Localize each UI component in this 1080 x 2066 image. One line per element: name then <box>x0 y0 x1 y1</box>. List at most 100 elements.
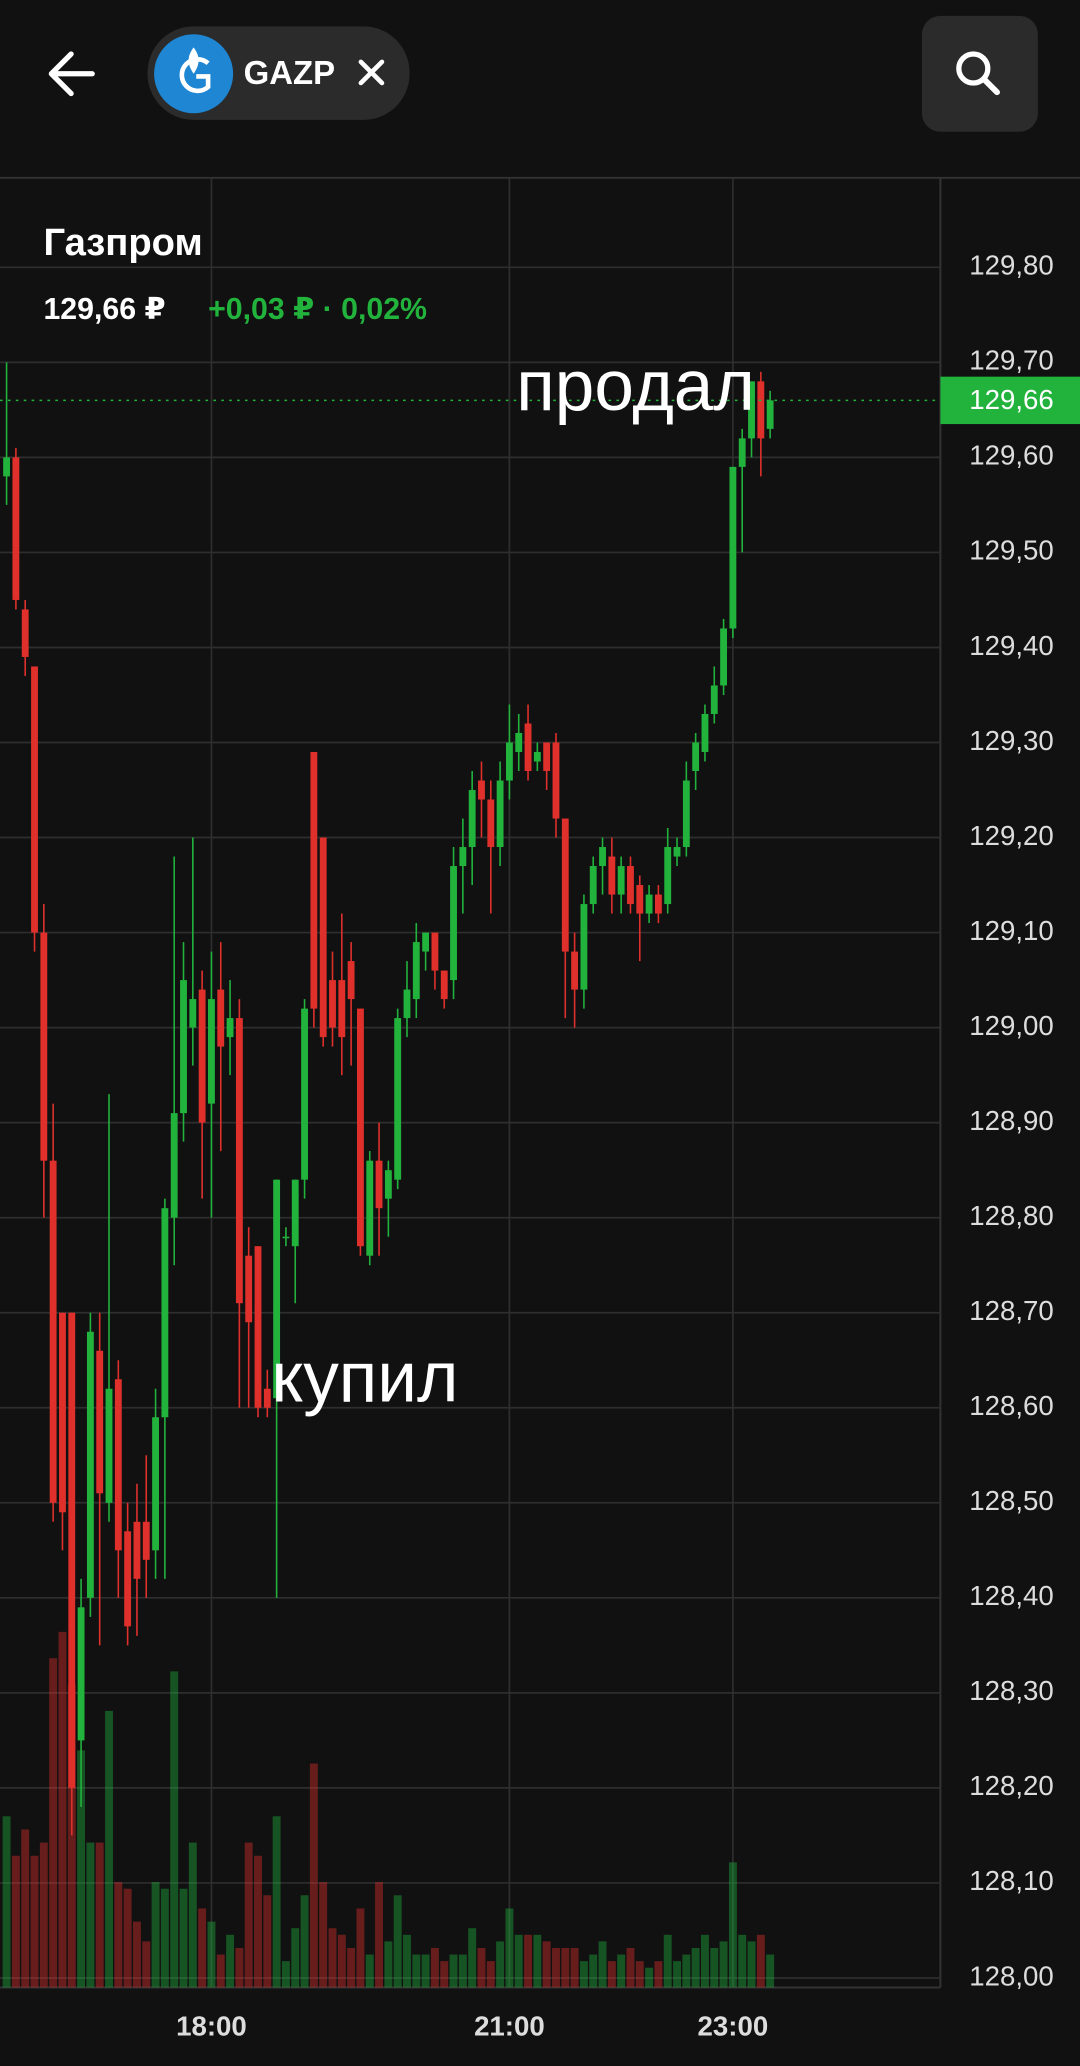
candle-body <box>608 856 616 895</box>
volume-bar <box>589 1954 598 1988</box>
volume-bar <box>673 1961 681 1988</box>
candle-body <box>96 1350 104 1494</box>
candle-body <box>748 381 755 439</box>
candle-body <box>412 942 420 1000</box>
volume-bar <box>244 1842 253 1988</box>
volume-bar <box>365 1954 374 1988</box>
volume-bar <box>216 1954 225 1988</box>
current-price-label: 129,66 <box>969 384 1054 415</box>
volume-bar <box>468 1928 477 1988</box>
candle-body <box>114 1379 122 1551</box>
volume-bar <box>403 1934 411 1988</box>
candle-body <box>152 1417 159 1551</box>
y-tick-label: 129,50 <box>969 535 1054 566</box>
price: 129,66 ₽ <box>43 293 165 326</box>
search-handle <box>980 76 1000 96</box>
volume-bar <box>430 1947 439 1988</box>
volume-bar <box>337 1934 346 1988</box>
volume-bar <box>328 1928 337 1988</box>
candle-body <box>189 999 197 1028</box>
volume-bar <box>552 1947 560 1988</box>
y-tick-label: 129,00 <box>969 1010 1054 1041</box>
volume-bar <box>281 1961 290 1988</box>
candle-body <box>142 1521 150 1560</box>
volume-bar <box>49 1658 58 1988</box>
back-button[interactable] <box>48 51 95 97</box>
y-tick-label: 128,10 <box>969 1865 1054 1896</box>
volume-bar <box>458 1954 467 1988</box>
volume-bar <box>207 1921 216 1988</box>
candle-body <box>68 1312 76 1788</box>
candle-body <box>524 723 532 772</box>
y-tick-label: 129,20 <box>969 820 1054 851</box>
volume-bar <box>701 1934 709 1988</box>
candle-body <box>105 1388 113 1503</box>
y-tick-label: 129,40 <box>969 630 1054 661</box>
price-change: +0,03 ₽ · 0,02% <box>208 293 427 326</box>
candle-body <box>161 1208 169 1418</box>
candle-body <box>282 1236 290 1239</box>
candle-body <box>357 1008 364 1247</box>
candle-body <box>580 904 588 990</box>
candle-body <box>170 1113 178 1218</box>
volume-bar <box>384 1941 393 1988</box>
volume-bar <box>254 1855 262 1988</box>
volume-bar <box>542 1941 551 1988</box>
volume-bar <box>728 1862 737 1988</box>
candle-body <box>310 751 318 1009</box>
candle-body <box>757 381 765 439</box>
candle-body <box>77 1607 85 1741</box>
candle-body <box>347 961 355 1000</box>
candle-body <box>505 742 513 781</box>
search-button[interactable] <box>921 15 1038 132</box>
candle-body <box>487 799 495 848</box>
volume-bar <box>132 1921 141 1988</box>
y-tick-label: 129,60 <box>969 440 1054 471</box>
y-tick-label: 128,00 <box>969 1960 1054 1991</box>
volume-bar <box>356 1908 365 1988</box>
candle-body <box>766 400 774 429</box>
volume-bar <box>170 1671 179 1988</box>
candle-body <box>40 932 48 1161</box>
candle-body <box>21 609 29 657</box>
volume-bar <box>617 1954 626 1988</box>
candle-body <box>366 1160 374 1256</box>
ticker-chip[interactable]: GAZP <box>147 26 410 120</box>
y-tick-label: 129,10 <box>969 915 1054 946</box>
search-bg <box>921 15 1038 132</box>
volume-bar <box>747 1941 756 1988</box>
volume-bar <box>21 1829 30 1988</box>
candle-body <box>720 628 728 686</box>
close-icon[interactable] <box>358 59 385 86</box>
volume-bar <box>738 1934 747 1988</box>
candle-body <box>254 1246 262 1408</box>
candle-body <box>673 847 681 857</box>
volume-bar <box>77 1750 86 1988</box>
candle-body <box>384 1170 392 1199</box>
back-arrow <box>48 51 95 97</box>
volume-bar <box>486 1961 495 1988</box>
candle-body <box>571 951 579 990</box>
candle-body <box>263 1388 271 1408</box>
search-icon <box>956 51 991 86</box>
volume-bar <box>756 1934 765 1988</box>
candle-body <box>664 847 672 905</box>
y-tick-label: 128,70 <box>969 1295 1054 1326</box>
annotation-sold: продал <box>516 347 755 426</box>
volume-bar <box>198 1908 207 1988</box>
volume-bar <box>160 1888 169 1988</box>
volume-bar <box>570 1947 579 1988</box>
volume-bar <box>235 1947 244 1988</box>
volume-bar <box>598 1941 607 1988</box>
y-tick-label: 128,80 <box>969 1200 1054 1231</box>
x-tick-label: 18:00 <box>176 2011 247 2042</box>
candle-body <box>468 790 476 848</box>
y-tick-label: 128,20 <box>969 1770 1054 1801</box>
volume-bar <box>654 1961 663 1988</box>
volume-bar <box>151 1882 160 1988</box>
y-tick-label: 129,80 <box>969 250 1054 281</box>
candle-body <box>180 980 187 1114</box>
candle-body <box>422 932 430 952</box>
candle-body <box>338 980 346 1038</box>
y-tick-label: 128,30 <box>969 1675 1054 1706</box>
